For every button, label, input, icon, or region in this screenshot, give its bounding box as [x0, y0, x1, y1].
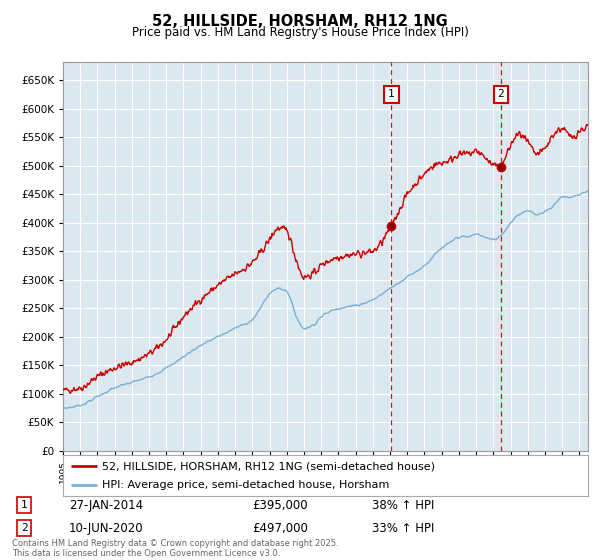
Text: 27-JAN-2014: 27-JAN-2014 [69, 498, 143, 512]
Text: 38% ↑ HPI: 38% ↑ HPI [372, 498, 434, 512]
Text: HPI: Average price, semi-detached house, Horsham: HPI: Average price, semi-detached house,… [103, 480, 390, 489]
Text: 10-JUN-2020: 10-JUN-2020 [69, 521, 143, 535]
Text: Contains HM Land Registry data © Crown copyright and database right 2025.
This d: Contains HM Land Registry data © Crown c… [12, 539, 338, 558]
Text: 2: 2 [497, 90, 504, 99]
Text: £395,000: £395,000 [252, 498, 308, 512]
Text: 33% ↑ HPI: 33% ↑ HPI [372, 521, 434, 535]
Text: 2: 2 [20, 523, 28, 533]
Text: 1: 1 [20, 500, 28, 510]
Text: 1: 1 [388, 90, 395, 99]
Text: 52, HILLSIDE, HORSHAM, RH12 1NG (semi-detached house): 52, HILLSIDE, HORSHAM, RH12 1NG (semi-de… [103, 461, 436, 471]
Text: 52, HILLSIDE, HORSHAM, RH12 1NG: 52, HILLSIDE, HORSHAM, RH12 1NG [152, 14, 448, 29]
Text: Price paid vs. HM Land Registry's House Price Index (HPI): Price paid vs. HM Land Registry's House … [131, 26, 469, 39]
Text: £497,000: £497,000 [252, 521, 308, 535]
